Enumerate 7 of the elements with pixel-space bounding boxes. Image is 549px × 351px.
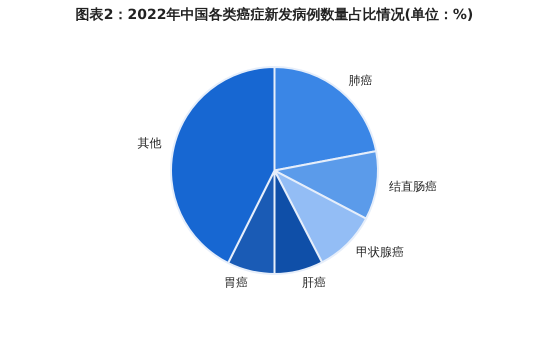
slice-label: 甲状腺癌 [356,244,404,259]
slice-label: 结直肠癌 [389,180,438,194]
slice-label: 胃癌 [224,275,248,290]
slice-label: 其他 [138,136,162,150]
slice-label: 肺癌 [348,73,372,88]
chart-title: 图表2：2022年中国各类癌症新发病例数量占比情况(单位：%) [74,6,474,24]
slice-label: 肝癌 [302,275,326,290]
